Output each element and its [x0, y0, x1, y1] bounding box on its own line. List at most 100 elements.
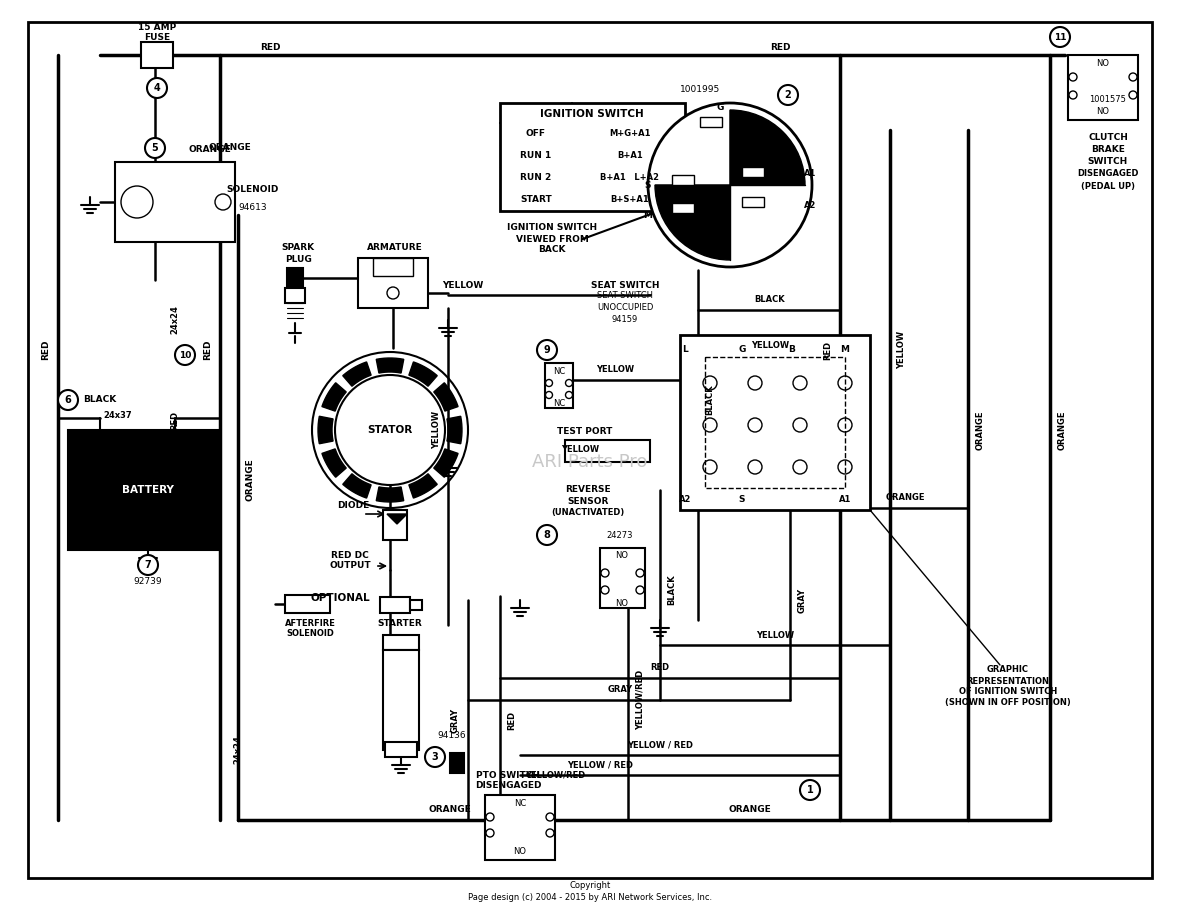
Circle shape	[335, 375, 445, 485]
Circle shape	[565, 379, 572, 386]
Text: YELLOW: YELLOW	[596, 365, 634, 375]
Polygon shape	[342, 474, 372, 498]
Text: SOLENOID: SOLENOID	[227, 185, 280, 195]
Circle shape	[748, 418, 762, 432]
Text: BLACK: BLACK	[706, 385, 715, 415]
Circle shape	[1069, 73, 1077, 81]
Polygon shape	[322, 383, 346, 411]
Text: BACK: BACK	[538, 245, 565, 254]
Text: 8: 8	[544, 530, 550, 540]
Text: GRAY: GRAY	[798, 588, 806, 612]
Text: STATOR: STATOR	[367, 425, 413, 435]
Bar	[384, 635, 419, 650]
Text: 11: 11	[1054, 32, 1067, 41]
Circle shape	[1050, 27, 1070, 47]
Text: A1: A1	[839, 496, 851, 505]
Text: 3: 3	[432, 752, 439, 762]
Circle shape	[537, 525, 557, 545]
Text: PLUG: PLUG	[284, 254, 312, 263]
Bar	[565, 440, 650, 462]
Text: YELLOW: YELLOW	[898, 330, 906, 369]
Text: ORANGE: ORANGE	[428, 805, 471, 814]
Text: S: S	[644, 181, 651, 189]
Text: STARTER: STARTER	[378, 619, 422, 628]
Text: UNOCCUPIED: UNOCCUPIED	[597, 303, 654, 311]
Text: ORANGE: ORANGE	[728, 805, 772, 814]
Bar	[450, 753, 464, 773]
Bar	[671, 175, 694, 185]
Bar	[140, 42, 173, 68]
Text: START: START	[520, 196, 552, 205]
Text: SPARK: SPARK	[282, 243, 315, 252]
Text: S: S	[739, 496, 746, 505]
Text: IGNITION SWITCH: IGNITION SWITCH	[540, 109, 644, 119]
Text: RED: RED	[824, 341, 833, 360]
Text: (PEDAL UP): (PEDAL UP)	[1081, 182, 1135, 191]
Text: YELLOW/RED: YELLOW/RED	[525, 770, 585, 779]
Wedge shape	[730, 110, 805, 185]
Text: NC: NC	[553, 398, 565, 408]
Text: OF IGNITION SWITCH: OF IGNITION SWITCH	[959, 688, 1057, 697]
Bar	[380, 597, 409, 613]
Text: 5: 5	[151, 143, 158, 153]
Text: 1001575: 1001575	[1089, 95, 1127, 105]
Bar	[286, 288, 304, 303]
Bar	[409, 600, 422, 610]
Text: FUSE: FUSE	[144, 32, 170, 41]
Text: RED: RED	[260, 42, 281, 51]
Circle shape	[145, 138, 165, 158]
Text: YELLOW: YELLOW	[433, 411, 441, 449]
Bar	[680, 335, 870, 510]
Text: OPTIONAL: OPTIONAL	[310, 593, 369, 603]
Bar	[742, 167, 763, 177]
Bar	[286, 595, 330, 613]
Bar	[385, 742, 417, 757]
Text: ORANGE: ORANGE	[976, 410, 984, 450]
Circle shape	[793, 418, 807, 432]
Text: 2: 2	[785, 90, 792, 100]
Bar	[704, 357, 845, 488]
Text: Page design (c) 2004 - 2015 by ARI Network Services, Inc.: Page design (c) 2004 - 2015 by ARI Netwo…	[468, 892, 712, 901]
Bar	[742, 197, 763, 207]
Text: CLUTCH: CLUTCH	[1088, 133, 1128, 142]
Circle shape	[838, 418, 852, 432]
Text: GRAY: GRAY	[451, 708, 459, 733]
Text: 1: 1	[807, 785, 813, 795]
Text: YELLOW: YELLOW	[756, 631, 794, 640]
Circle shape	[778, 85, 798, 105]
Circle shape	[545, 391, 552, 398]
Text: OUTPUT: OUTPUT	[329, 562, 371, 570]
Bar	[1068, 55, 1138, 120]
Text: SEAT SWITCH: SEAT SWITCH	[597, 292, 653, 300]
Text: Copyright: Copyright	[570, 881, 610, 890]
Circle shape	[601, 569, 609, 577]
Circle shape	[486, 813, 494, 821]
Text: RED: RED	[41, 340, 51, 360]
Bar	[114, 162, 235, 242]
Text: B+A1   L+A2: B+A1 L+A2	[601, 174, 660, 183]
Text: RUN 2: RUN 2	[520, 174, 551, 183]
Text: REVERSE: REVERSE	[565, 486, 611, 495]
Bar	[384, 650, 419, 750]
Bar	[287, 268, 303, 288]
Circle shape	[546, 829, 553, 837]
Text: 24x24: 24x24	[170, 306, 179, 334]
Text: G: G	[739, 344, 746, 353]
Bar	[545, 363, 573, 408]
Text: ARI Parts Pro: ARI Parts Pro	[532, 453, 648, 471]
Text: ARMATURE: ARMATURE	[367, 243, 422, 252]
Text: RED DC: RED DC	[332, 551, 369, 559]
Circle shape	[793, 460, 807, 474]
Polygon shape	[342, 362, 372, 386]
Circle shape	[838, 376, 852, 390]
Bar	[384, 510, 407, 540]
Text: ORANGE: ORANGE	[209, 143, 251, 152]
Circle shape	[425, 747, 445, 767]
Bar	[599, 548, 645, 608]
Text: ORANGE: ORANGE	[245, 459, 255, 501]
Text: A2: A2	[804, 200, 817, 209]
Circle shape	[703, 376, 717, 390]
Text: YELLOW / RED: YELLOW / RED	[627, 741, 693, 749]
Bar	[76, 435, 211, 545]
Text: 4: 4	[153, 83, 160, 93]
